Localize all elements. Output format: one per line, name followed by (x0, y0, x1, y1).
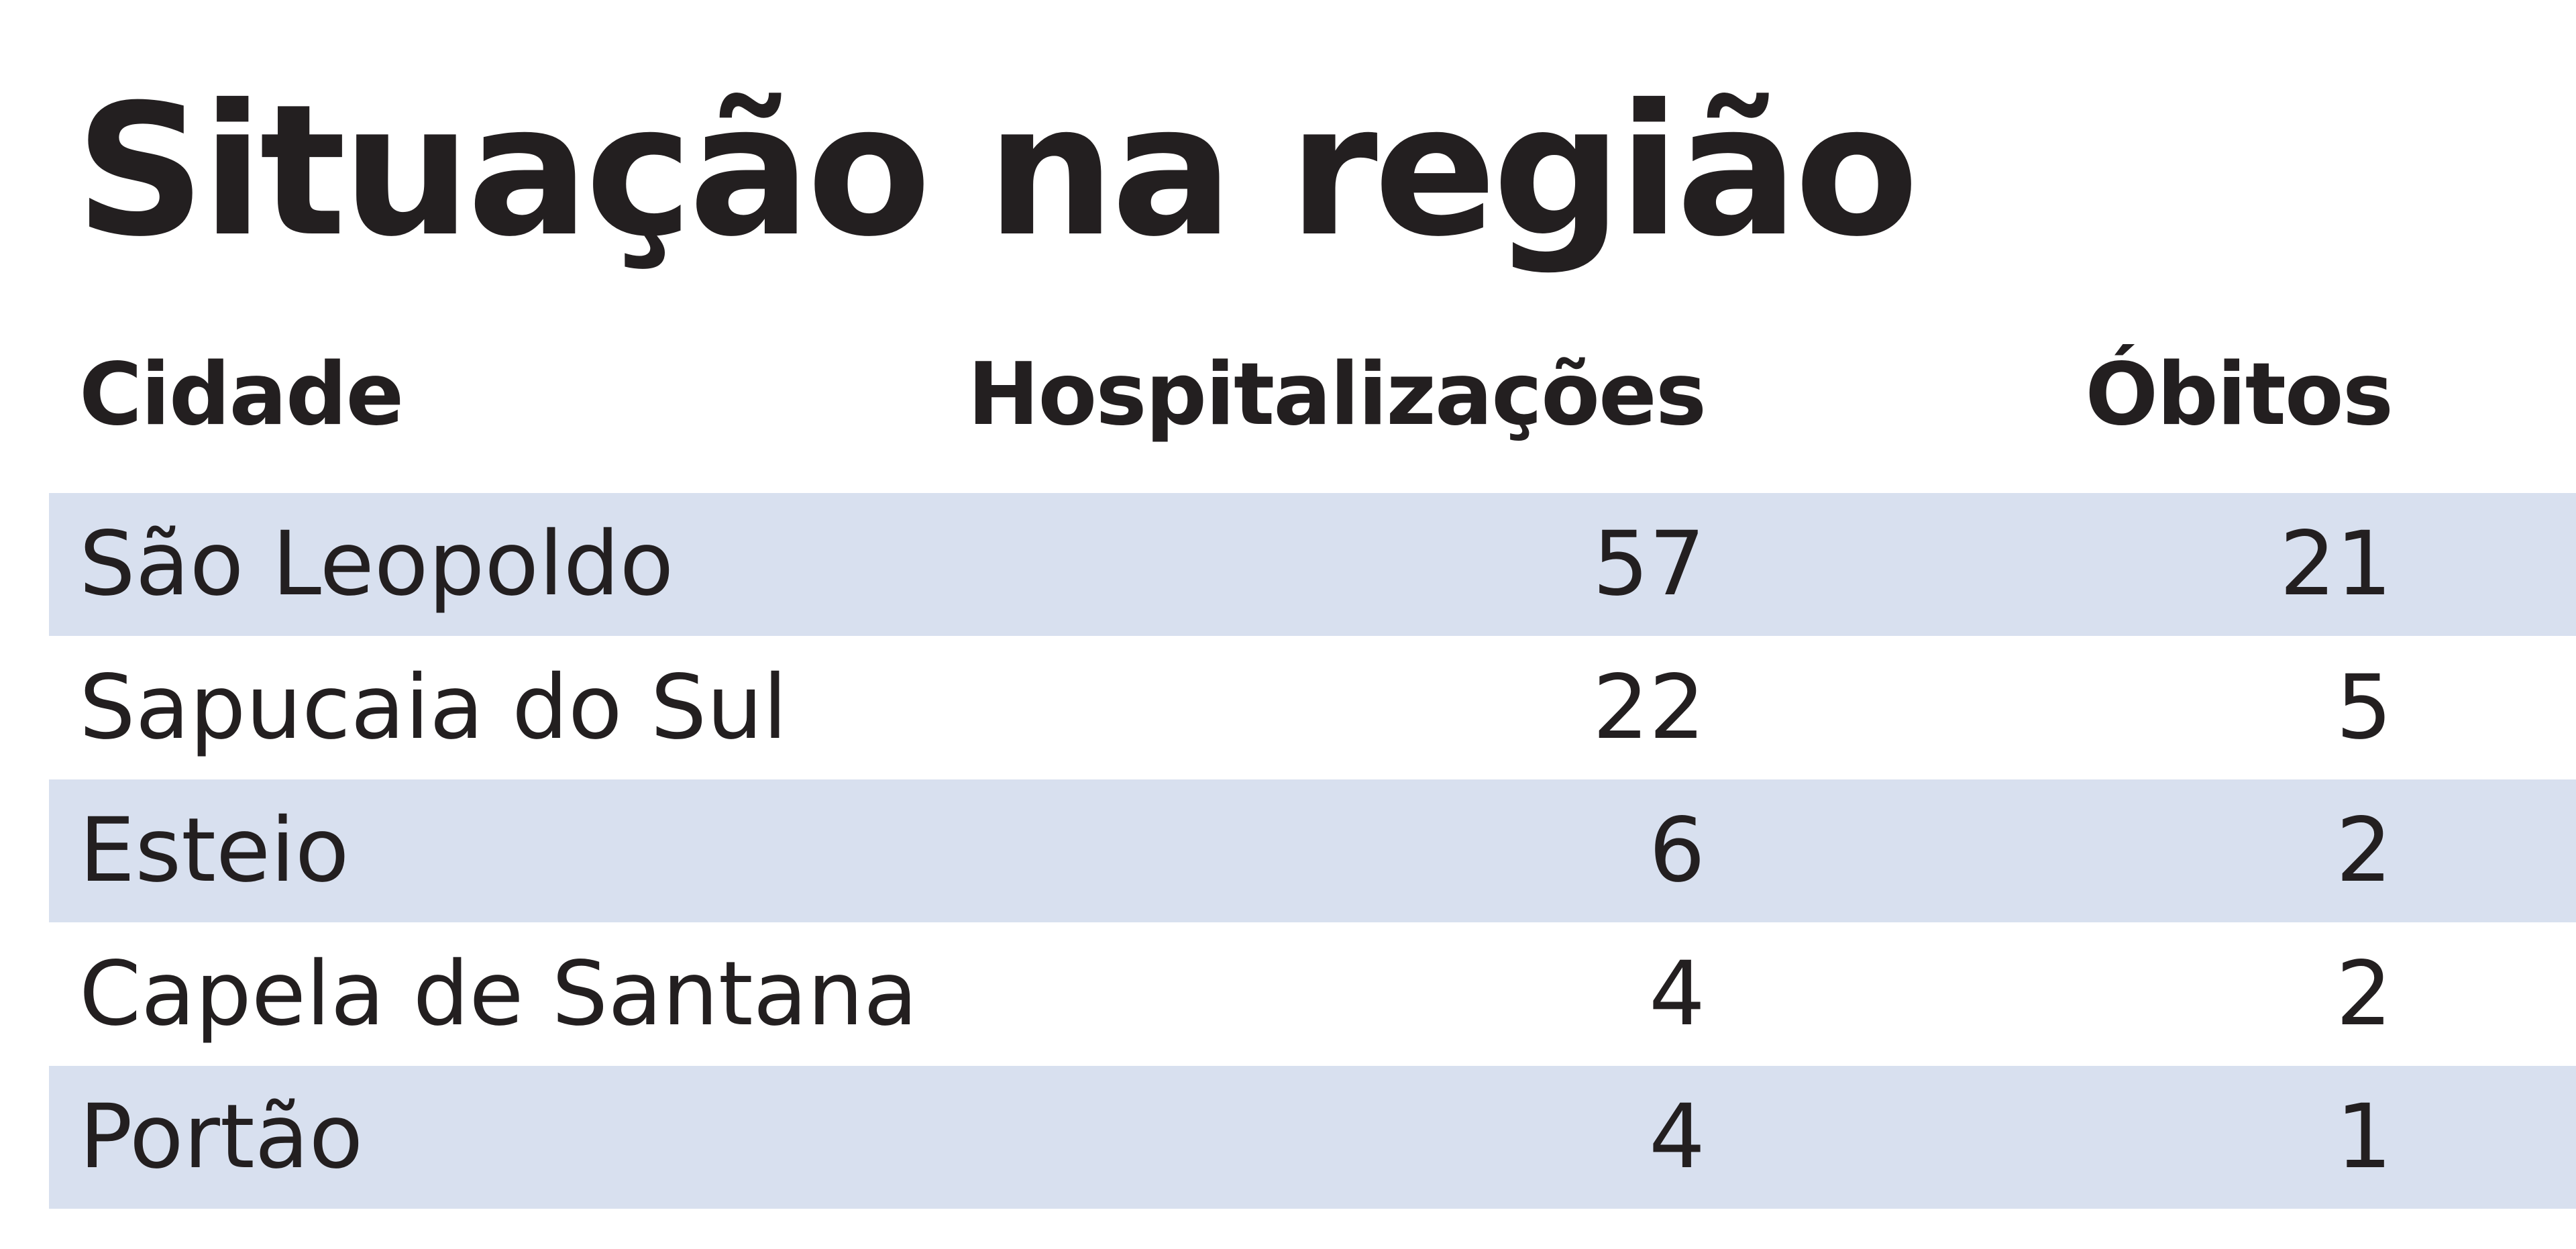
number-cell: 22 (1593, 655, 1705, 759)
number-cell: 2 (2336, 799, 2392, 902)
number-cell: 57 (1593, 512, 1705, 616)
number-cell: 4 (1649, 942, 1705, 1046)
table-row: Sapucaia do Sul 22 5 (49, 637, 2576, 779)
number-cell: 1 (2336, 1085, 2392, 1189)
number-cell: 4 (1649, 1085, 1705, 1189)
column-header: Cidade (79, 345, 404, 445)
city-cell: Capela de Santana (79, 942, 918, 1046)
number-cell: 2 (2336, 942, 2392, 1046)
number-cell: 21 (2279, 512, 2392, 616)
number-cell: 5 (2336, 655, 2392, 759)
number-cell: 6 (1649, 799, 1705, 902)
city-cell: Portão (79, 1085, 364, 1189)
table-row: Esteio 6 2 (49, 779, 2576, 922)
city-cell: Sapucaia do Sul (79, 655, 788, 759)
title: Situação na região (75, 65, 1919, 276)
table-row: Portão 4 1 (49, 1066, 2576, 1209)
city-cell: Esteio (79, 799, 350, 902)
table-row: Capela de Santana 4 2 (49, 923, 2576, 1066)
column-header: Óbitos (2085, 345, 2394, 445)
city-cell: São Leopoldo (79, 512, 674, 616)
table-row: São Leopoldo 57 21 (49, 493, 2576, 636)
column-header: Hospitalizações (967, 345, 1707, 445)
header-row: Cidade Hospitalizações Óbitos (49, 323, 2576, 466)
